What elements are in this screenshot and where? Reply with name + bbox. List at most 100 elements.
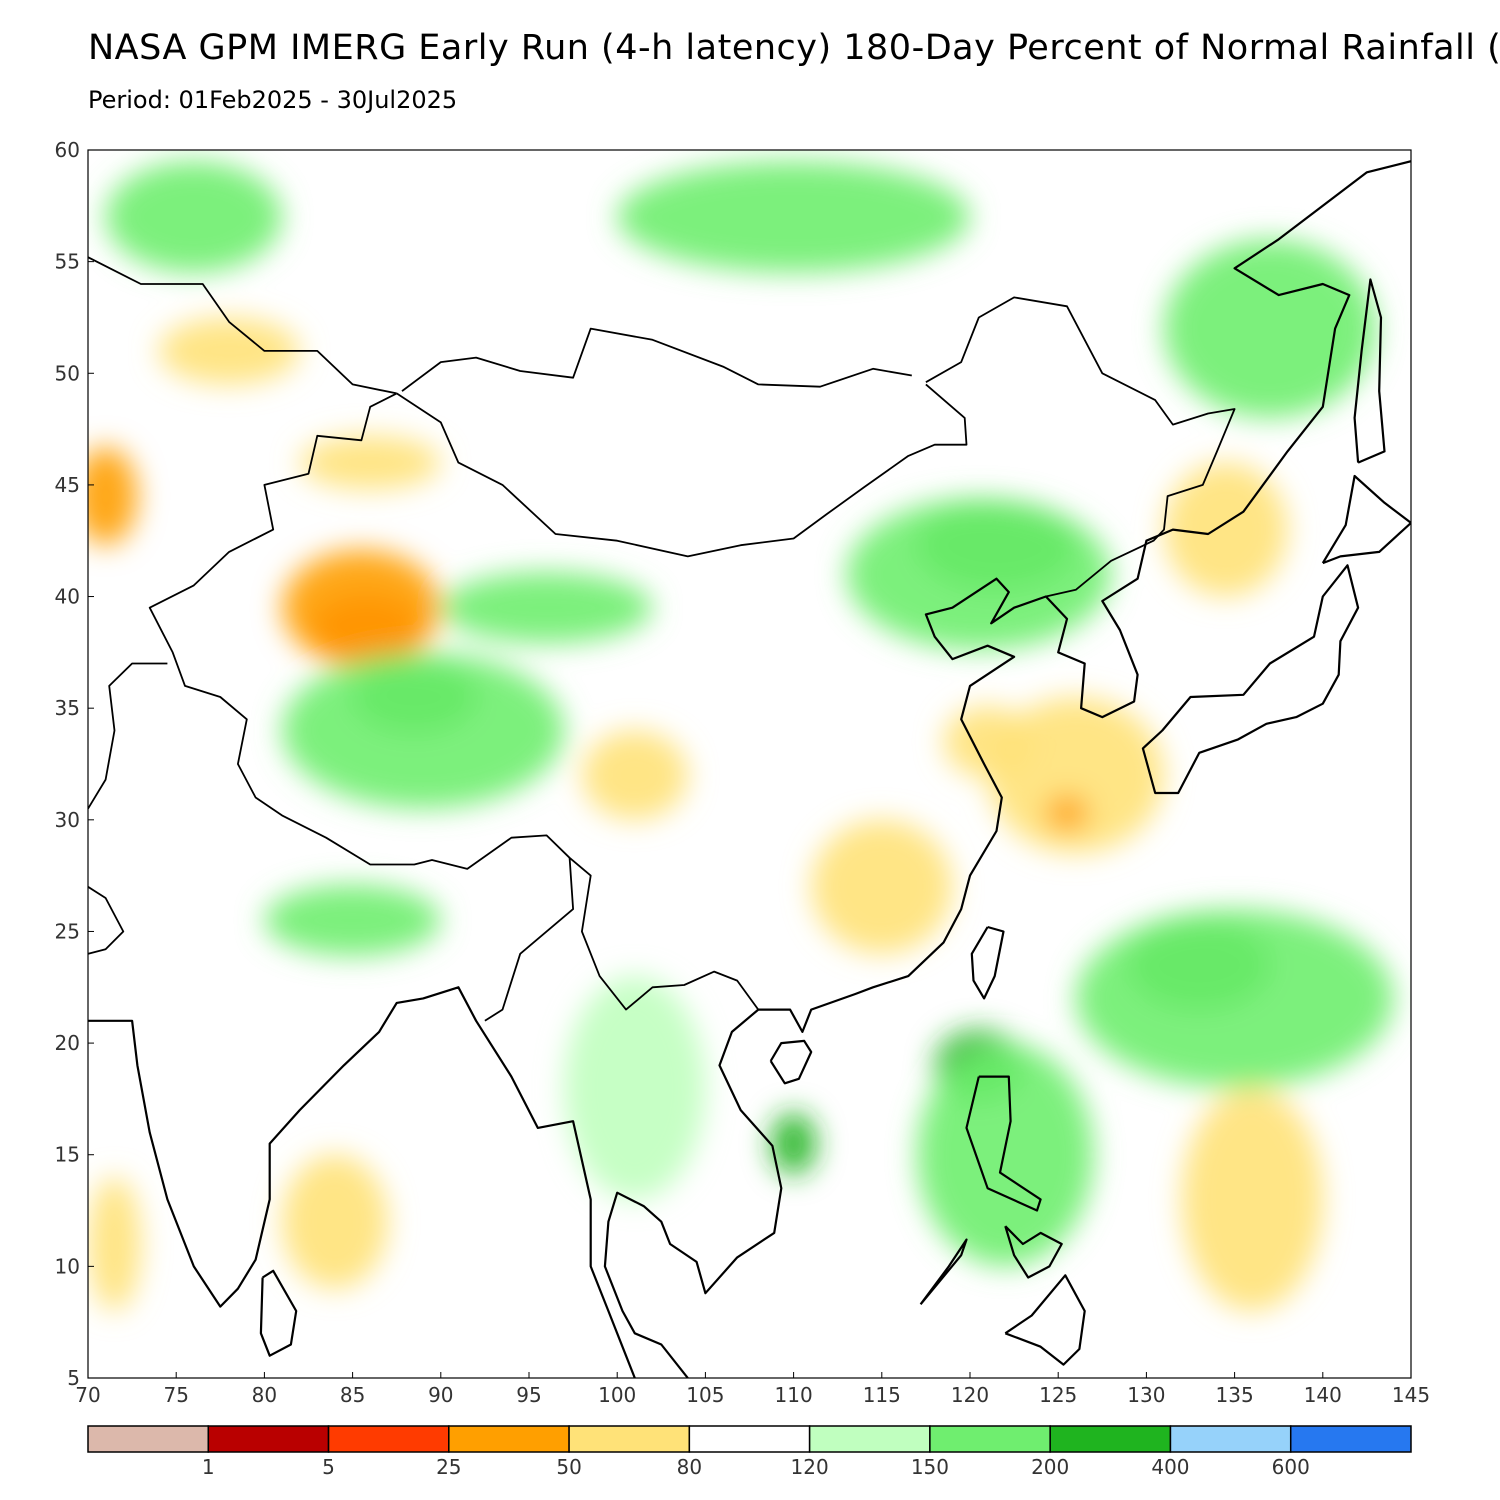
colorbar-swatch (568, 1425, 691, 1453)
colorbar-label: 120 (791, 1455, 829, 1479)
region-tarim-margin (282, 549, 441, 666)
region-west-siberia-moist (105, 161, 283, 273)
colorbar-swatch (1289, 1425, 1412, 1453)
colorbar-swatch (207, 1425, 330, 1453)
y-tick-label: 5 (67, 1366, 80, 1390)
china-mongolia-border (396, 383, 968, 558)
region-india-east-moist (264, 884, 441, 957)
colorbar-swatch (87, 1425, 210, 1453)
x-tick-label: 125 (1039, 1383, 1077, 1407)
region-indochina-moist (564, 976, 706, 1200)
x-tick-label: 140 (1304, 1383, 1342, 1407)
kazakh-russia-border (88, 256, 397, 395)
y-tick-label: 25 (55, 919, 80, 943)
x-tick-label: 80 (252, 1383, 277, 1407)
x-tick-label: 85 (340, 1383, 365, 1407)
region-kazakh-dry (158, 317, 300, 385)
colorbar-swatch (448, 1425, 570, 1453)
china-kazakh-border (148, 392, 760, 1011)
longitude-axis: 70 75 80 85 90 95 100 105 110 115 120 125 130 135 140 1… (75, 1372, 1430, 1407)
pakistan-afghan-border (88, 662, 168, 810)
y-tick-label: 20 (55, 1031, 80, 1055)
region-south-china-dry (811, 819, 953, 954)
colorbar-label: 80 (677, 1455, 702, 1479)
colorbar-label: 150 (911, 1455, 949, 1479)
region-manchuria-dry (1164, 462, 1288, 597)
colorbar-swatch (1169, 1425, 1292, 1453)
luzon-coast (965, 1075, 1042, 1212)
colorbar-label: 25 (436, 1455, 461, 1479)
y-tick-label: 60 (55, 138, 80, 162)
taiwan-coast (970, 925, 1005, 1000)
colorbar-swatch (929, 1425, 1051, 1453)
colorbar-label: 5 (322, 1455, 335, 1479)
colorbar-swatch (808, 1425, 931, 1453)
x-tick-label: 130 (1127, 1383, 1165, 1407)
region-yellow-sea-dry (943, 705, 1032, 778)
region-tibet-moist (282, 652, 565, 809)
hainan-coast (769, 1039, 813, 1085)
hokkaido-coast (1321, 474, 1411, 565)
x-tick-label: 120 (951, 1383, 989, 1407)
y-tick-label: 35 (55, 696, 80, 720)
gulf-of-thailand-coast (603, 160, 1411, 1378)
y-tick-label: 15 (55, 1143, 80, 1167)
x-tick-label: 75 (163, 1383, 188, 1407)
region-siberia-moist (617, 161, 970, 273)
colorbar-swatch (1049, 1425, 1172, 1453)
palawan-coast (919, 1238, 968, 1306)
region-east-china-sea-dry (987, 697, 1165, 854)
region-central-china-dry (581, 730, 688, 820)
y-tick-label: 30 (55, 808, 80, 832)
y-tick-label: 45 (55, 473, 80, 497)
indian-peninsula-coast (88, 986, 636, 1378)
latitude-axis: 5 10 15 20 25 30 35 40 45 50 55 60 (55, 138, 94, 1390)
plot-frame (87, 149, 1412, 1379)
sri-lanka-coast (259, 1269, 298, 1357)
region-west-pacific-dry (1181, 1087, 1323, 1312)
map-title: NASA GPM IMERG Early Run (4-h latency) 1… (88, 28, 1500, 68)
x-tick-label: 95 (516, 1383, 541, 1407)
region-bay-of-bengal-dry (282, 1154, 388, 1289)
colorbar-label: 1 (202, 1455, 215, 1479)
region-northeast-china-moist (846, 498, 1112, 651)
honshu-coast (1141, 564, 1360, 795)
colorbar-label: 200 (1031, 1455, 1069, 1479)
region-south-china-sea-moist (917, 1043, 1094, 1267)
region-xinjiang-dry (299, 435, 441, 490)
region-okhotsk-moist (1164, 239, 1376, 418)
colorbar-label: 600 (1272, 1455, 1310, 1479)
x-tick-label: 145 (1392, 1383, 1430, 1407)
region-east-china-sea-core (1045, 795, 1089, 831)
x-tick-label: 135 (1216, 1383, 1254, 1407)
y-tick-label: 55 (55, 250, 80, 274)
y-tick-label: 50 (55, 361, 80, 385)
region-philippine-sea-moist (1075, 909, 1394, 1088)
y-tick-label: 10 (55, 1254, 80, 1278)
x-tick-label: 70 (75, 1383, 100, 1407)
china-russia-northeast-border (925, 296, 1236, 598)
region-kazakh-west (88, 446, 138, 546)
geographic-lines (88, 160, 1411, 1378)
region-arabian-dry (88, 1177, 141, 1312)
mindanao-coast (1004, 1274, 1086, 1366)
mongolia-russia-border (401, 327, 912, 392)
colorbar-label: 400 (1151, 1455, 1189, 1479)
indochina-borders (484, 857, 574, 1022)
region-vietnam-wet (770, 1112, 817, 1175)
x-tick-label: 90 (428, 1383, 453, 1407)
visayas-coast (1004, 1225, 1063, 1279)
x-tick-label: 110 (775, 1383, 813, 1407)
colorbar-label: 50 (556, 1455, 581, 1479)
map-period: Period: 01Feb2025 - 30Jul2025 (88, 86, 458, 114)
x-tick-label: 115 (863, 1383, 901, 1407)
sakhalin-coast (1353, 278, 1386, 464)
region-gobi-moist (440, 571, 653, 644)
x-tick-label: 105 (686, 1383, 724, 1407)
india-pakistan-border (88, 886, 125, 955)
colorbar: 1 5 25 50 80 120 150 200 400 600 (87, 1425, 1412, 1479)
rainfall-fields (88, 161, 1394, 1312)
colorbar-swatch (688, 1425, 811, 1453)
colorbar-swatch (327, 1425, 450, 1453)
